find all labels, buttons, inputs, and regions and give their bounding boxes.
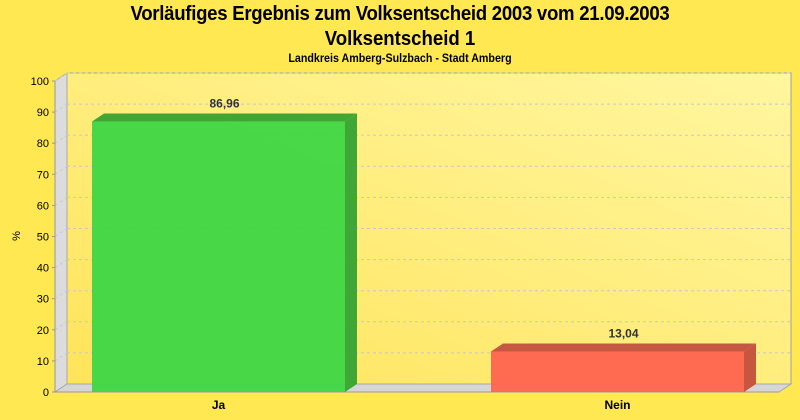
y-tick-label: 30: [37, 294, 49, 306]
y-tick-label: 70: [37, 169, 49, 181]
bar-value-label: 13,04: [608, 326, 638, 340]
bar-ja: 86,96 Ja: [92, 97, 357, 412]
bars: 86,96 Ja 13,04 Nein: [92, 97, 756, 412]
y-tick-label: 20: [37, 325, 49, 337]
y-tick-label: 90: [37, 107, 49, 119]
y-tick-label: 80: [37, 138, 49, 150]
category-label: Ja: [212, 398, 226, 412]
y-tick-label: 60: [37, 200, 49, 212]
y-tick-label: 40: [37, 263, 49, 275]
y-tick-label: 10: [37, 356, 49, 368]
chart-subtitle: Volksentscheid 1: [324, 28, 476, 50]
bar-value-label: 86,96: [209, 97, 239, 111]
category-label: Nein: [604, 398, 630, 412]
y-tick-label: 100: [31, 76, 49, 88]
y-tick-label: 0: [43, 387, 49, 399]
y-tick-label: 50: [37, 232, 49, 244]
chart-title: Vorläufiges Ergebnis zum Volksentscheid …: [130, 3, 670, 25]
y-axis-label: %: [11, 231, 23, 241]
bar-nein: 13,04 Nein: [491, 326, 756, 412]
chart-region: Landkreis Amberg-Sulzbach - Stadt Amberg: [288, 53, 512, 65]
